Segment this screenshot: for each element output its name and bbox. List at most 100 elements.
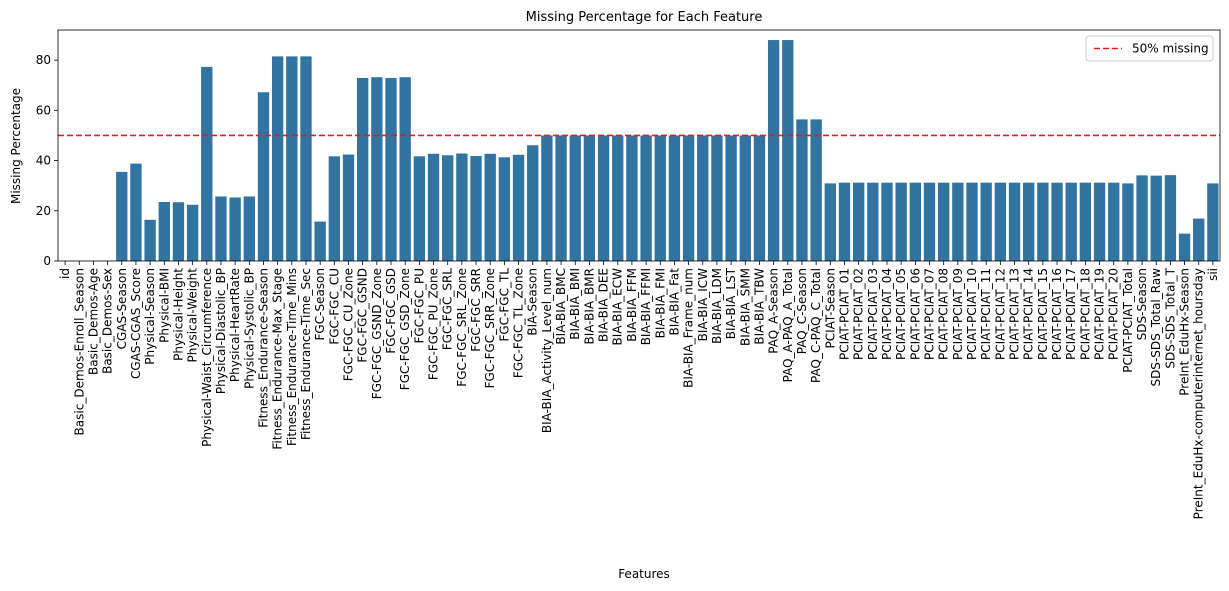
bar-physical-heartrate (229, 197, 241, 261)
bar-pciat-pciat-08 (938, 182, 950, 261)
x-tick-label: FGC-FGC_TL_Zone (512, 268, 526, 378)
bar-pciat-pciat-02 (852, 182, 865, 261)
y-tick-label: 60 (36, 103, 51, 117)
x-tick-label: PCIAT-PCIAT_04 (880, 268, 894, 360)
x-tick-label: BIA-BIA_FFMI (639, 268, 653, 345)
chart-title: Missing Percentage for Each Feature (526, 10, 763, 25)
bar-fgc-fgc-gsd (385, 77, 397, 262)
x-tick-label: BIA-BIA_Activity_Level_num (540, 268, 554, 433)
bar-preint-eduhx-season (1178, 233, 1191, 261)
x-tick-label: PCIAT-PCIAT_19 (1093, 268, 1107, 360)
bar-bia-bia-ecw (612, 135, 624, 261)
x-tick-label: PAQ_C-PAQ_C_Total (809, 268, 823, 383)
x-tick-label: BIA-BIA_Fat (667, 268, 681, 336)
x-tick-label: FGC-FGC_PU (412, 268, 426, 344)
x-tick-label: FGC-FGC_SRL_Zone (455, 268, 469, 387)
bar-pciat-pciat-06 (909, 182, 921, 261)
x-tick-label: id (58, 268, 72, 279)
bar-sii (1207, 183, 1219, 261)
bar-pciat-pciat-16 (1051, 182, 1063, 261)
x-tick-label: PCIAT-PCIAT_18 (1078, 268, 1092, 360)
bar-physical-diastolic-bp (215, 196, 227, 261)
bar-bia-bia-smm (739, 135, 751, 261)
x-tick-label: FGC-FGC_CU (327, 268, 341, 345)
bar-bia-bia-lst (725, 135, 737, 261)
bar-pciat-pciat-11 (980, 182, 992, 261)
x-tick-label: PCIAT-PCIAT_13 (1008, 268, 1022, 360)
x-tick-label: Physical-Systolic_BP (242, 268, 256, 389)
bar-bia-bia-frame-num (682, 135, 695, 261)
bar-physical-season (144, 219, 156, 261)
bar-bia-bia-fat (668, 135, 681, 261)
x-tick-label: BIA-Season (526, 268, 540, 336)
x-tick-label: BIA-BIA_BMI (568, 268, 582, 340)
x-tick-label: PCIAT-PCIAT_16 (1050, 268, 1064, 360)
bar-pciat-pciat-total (1122, 183, 1134, 261)
bar-pciat-season (824, 183, 836, 261)
bar-sds-sds-total-t (1164, 175, 1177, 261)
x-tick-label: Physical-Diastolic_BP (214, 268, 228, 394)
bar-pciat-pciat-03 (867, 182, 879, 261)
bar-pciat-pciat-01 (838, 182, 851, 261)
x-tick-label: PCIAT-PCIAT_07 (923, 268, 937, 360)
x-tick-label: BIA-BIA_DEE (597, 268, 611, 342)
x-tick-label: BIA-BIA_Frame_num (682, 268, 696, 388)
x-tick-label: PCIAT-PCIAT_03 (866, 268, 880, 360)
bar-pciat-pciat-14 (1023, 182, 1035, 261)
bar-bia-bia-icw (697, 135, 709, 261)
x-tick-label: PCIAT-PCIAT_02 (852, 268, 866, 360)
x-tick-label: BIA-BIA_FFM (625, 268, 639, 342)
bar-fitness-endurance-time-mins (286, 56, 298, 261)
bar-physical-weight (186, 204, 199, 261)
bar-bia-bia-fmi (654, 135, 666, 261)
x-tick-label: PCIAT-PCIAT_06 (908, 268, 922, 360)
y-axis-title: Missing Percentage (9, 88, 23, 204)
bar-pciat-pciat-17 (1065, 182, 1077, 261)
x-tick-label: FGC-FGC_GSD (384, 268, 398, 354)
bar-fgc-fgc-tl (498, 157, 511, 261)
bar-paq-a-season (767, 40, 780, 261)
x-tick-label: PAQ_A-PAQ_A_Total (781, 268, 795, 382)
x-tick-label: FGC-FGC_GSND_Zone (370, 268, 384, 399)
bar-bia-season (527, 145, 539, 261)
x-tick-label: PreInt_EduHx-computerinternet_hoursday (1192, 268, 1206, 519)
bar-fitness-endurance-time-sec (300, 56, 312, 261)
x-tick-label: Physical-Season (143, 268, 157, 365)
x-tick-label: FGC-Season (313, 268, 327, 340)
bar-physical-bmi (158, 201, 170, 261)
x-tick-label: BIA-BIA_LDM (710, 268, 724, 344)
bar-paq-c-season (796, 119, 808, 261)
bar-sds-sds-total-raw (1150, 175, 1162, 261)
x-tick-label: PCIAT-PCIAT_14 (1022, 268, 1036, 360)
x-tick-label: BIA-BIA_BMC (554, 268, 568, 345)
x-tick-label: PCIAT-PCIAT_Total (1121, 268, 1135, 373)
x-tick-label: BIA-BIA_ICW (696, 268, 710, 342)
x-tick-label: FGC-FGC_SRL (441, 268, 455, 350)
bar-cgas-season (116, 171, 128, 261)
x-tick-label: SDS-SDS_Total_Raw (1149, 268, 1163, 387)
bar-fgc-fgc-tl-zone (512, 154, 525, 261)
x-tick-label: PreInt_EduHx-Season (1178, 268, 1192, 396)
x-tick-label: BIA-BIA_BMR (582, 268, 596, 345)
bar-bia-bia-activity-level-num (541, 135, 553, 261)
x-tick-label: PCIAT-PCIAT_05 (894, 268, 908, 360)
x-tick-label: PCIAT-PCIAT_11 (979, 268, 993, 360)
x-tick-label: FGC-FGC_TL (497, 268, 511, 342)
bar-pciat-pciat-09 (952, 182, 964, 261)
x-tick-label: Fitness_Endurance-Season (256, 268, 270, 428)
x-tick-label: PCIAT-PCIAT_10 (965, 268, 979, 360)
bar-pciat-pciat-18 (1079, 182, 1092, 261)
x-tick-label: Physical-BMI (157, 268, 171, 343)
bar-bia-bia-ffm (626, 135, 638, 261)
x-tick-label: SDS-SDS_Total_T (1163, 267, 1177, 368)
x-tick-label: PCIAT-PCIAT_12 (993, 268, 1007, 360)
x-tick-label: PCIAT-PCIAT_15 (1036, 268, 1050, 360)
bar-physical-waist-circumference (201, 66, 213, 261)
bar-fgc-fgc-srr-zone (484, 153, 496, 261)
bar-fgc-fgc-pu (413, 156, 426, 261)
bar-cgas-cgas-score (130, 163, 142, 261)
x-tick-label: Fitness_Endurance-Max_Stage (271, 268, 285, 450)
legend-box (1085, 35, 1214, 62)
